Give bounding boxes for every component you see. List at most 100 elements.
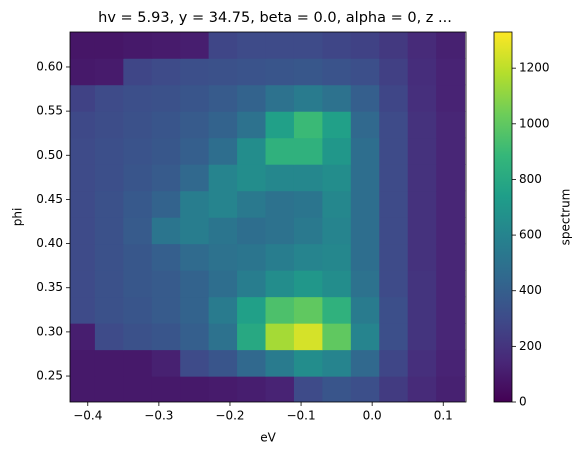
heatmap-cell <box>237 164 267 192</box>
y-tick-label: 0.30 <box>36 324 63 338</box>
heatmap-cell <box>237 217 267 245</box>
heatmap-cell <box>265 164 295 192</box>
colorbar-label: spectrum <box>559 189 573 246</box>
heatmap-cell <box>123 58 153 86</box>
heatmap-cell <box>379 164 409 192</box>
heatmap-cell <box>265 296 295 324</box>
heatmap-cell <box>151 270 181 298</box>
heatmap-cell <box>379 323 409 351</box>
heatmap-cell <box>322 32 352 59</box>
heatmap-cell <box>407 84 437 112</box>
heatmap-cell <box>180 58 210 86</box>
heatmap-cell <box>293 111 323 139</box>
heatmap-cell <box>180 190 210 218</box>
heatmap-cell <box>293 349 323 377</box>
heatmap-cell <box>123 190 153 218</box>
heatmap-cell <box>70 32 96 59</box>
heatmap-cell <box>436 243 466 271</box>
heatmap-cell <box>436 217 466 245</box>
heatmap-cell <box>265 270 295 298</box>
heatmap-cell <box>237 111 267 139</box>
heatmap-cell <box>265 137 295 165</box>
heatmap-cell <box>180 323 210 351</box>
heatmap-cell <box>322 111 352 139</box>
heatmap-cell <box>322 84 352 112</box>
heatmap-cell <box>379 349 409 377</box>
heatmap-cell <box>407 323 437 351</box>
heatmap-cell <box>436 111 466 139</box>
heatmap-cell <box>350 190 380 218</box>
heatmap-cell <box>123 217 153 245</box>
heatmap-cell <box>350 323 380 351</box>
heatmap-cell <box>322 243 352 271</box>
heatmap-cell <box>94 84 124 112</box>
plot-frame <box>69 31 467 403</box>
heatmap-cell <box>94 296 124 324</box>
heatmap-cell <box>322 217 352 245</box>
heatmap-cell <box>379 32 409 59</box>
heatmap-cell <box>237 32 267 59</box>
heatmap <box>70 32 466 402</box>
heatmap-cell <box>123 296 153 324</box>
heatmap-cell <box>436 137 466 165</box>
y-tick-label: 0.35 <box>36 280 63 294</box>
heatmap-cell <box>379 270 409 298</box>
heatmap-cell <box>180 296 210 324</box>
colorbar-tick-label: 1200 <box>519 61 550 75</box>
heatmap-cell <box>237 349 267 377</box>
heatmap-cell <box>379 111 409 139</box>
heatmap-cell <box>151 190 181 218</box>
heatmap-cell <box>208 243 238 271</box>
heatmap-cell <box>350 376 380 402</box>
heatmap-cell <box>208 32 238 59</box>
heatmap-cell <box>151 217 181 245</box>
heatmap-cell <box>70 243 96 271</box>
heatmap-cell <box>407 296 437 324</box>
colorbar-tick-label: 600 <box>519 228 542 242</box>
heatmap-cell <box>350 217 380 245</box>
heatmap-cell <box>350 84 380 112</box>
heatmap-cell <box>322 137 352 165</box>
heatmap-cell <box>151 32 181 59</box>
heatmap-cell <box>151 296 181 324</box>
heatmap-cell <box>237 270 267 298</box>
heatmap-cell <box>436 58 466 86</box>
x-axis-label: eV <box>260 431 276 445</box>
heatmap-cell <box>407 270 437 298</box>
heatmap-cell <box>180 376 210 402</box>
colorbar <box>493 31 513 403</box>
y-tick-label: 0.45 <box>36 192 63 206</box>
heatmap-cell <box>208 84 238 112</box>
heatmap-cell <box>237 376 267 402</box>
colorbar-tick-label: 400 <box>519 283 542 297</box>
heatmap-cell <box>293 376 323 402</box>
heatmap-cell <box>436 323 466 351</box>
heatmap-cell <box>350 137 380 165</box>
colorbar-tick-label: 800 <box>519 172 542 186</box>
heatmap-cell <box>322 296 352 324</box>
heatmap-cell <box>180 243 210 271</box>
heatmap-cell <box>265 243 295 271</box>
heatmap-cell <box>70 58 96 86</box>
heatmap-cell <box>94 376 124 402</box>
heatmap-cell <box>293 84 323 112</box>
heatmap-cell <box>94 111 124 139</box>
heatmap-cell <box>180 217 210 245</box>
heatmap-cell <box>322 323 352 351</box>
heatmap-cell <box>208 190 238 218</box>
heatmap-cell <box>94 349 124 377</box>
heatmap-cell <box>123 349 153 377</box>
heatmap-cell <box>265 58 295 86</box>
y-axis-label: phi <box>11 208 25 227</box>
heatmap-cell <box>407 349 437 377</box>
heatmap-cell <box>70 190 96 218</box>
heatmap-cell <box>407 243 437 271</box>
heatmap-cell <box>151 376 181 402</box>
heatmap-cell <box>265 349 295 377</box>
heatmap-cell <box>208 349 238 377</box>
heatmap-cell <box>123 323 153 351</box>
heatmap-cell <box>322 349 352 377</box>
heatmap-cell <box>322 376 352 402</box>
heatmap-cell <box>379 376 409 402</box>
